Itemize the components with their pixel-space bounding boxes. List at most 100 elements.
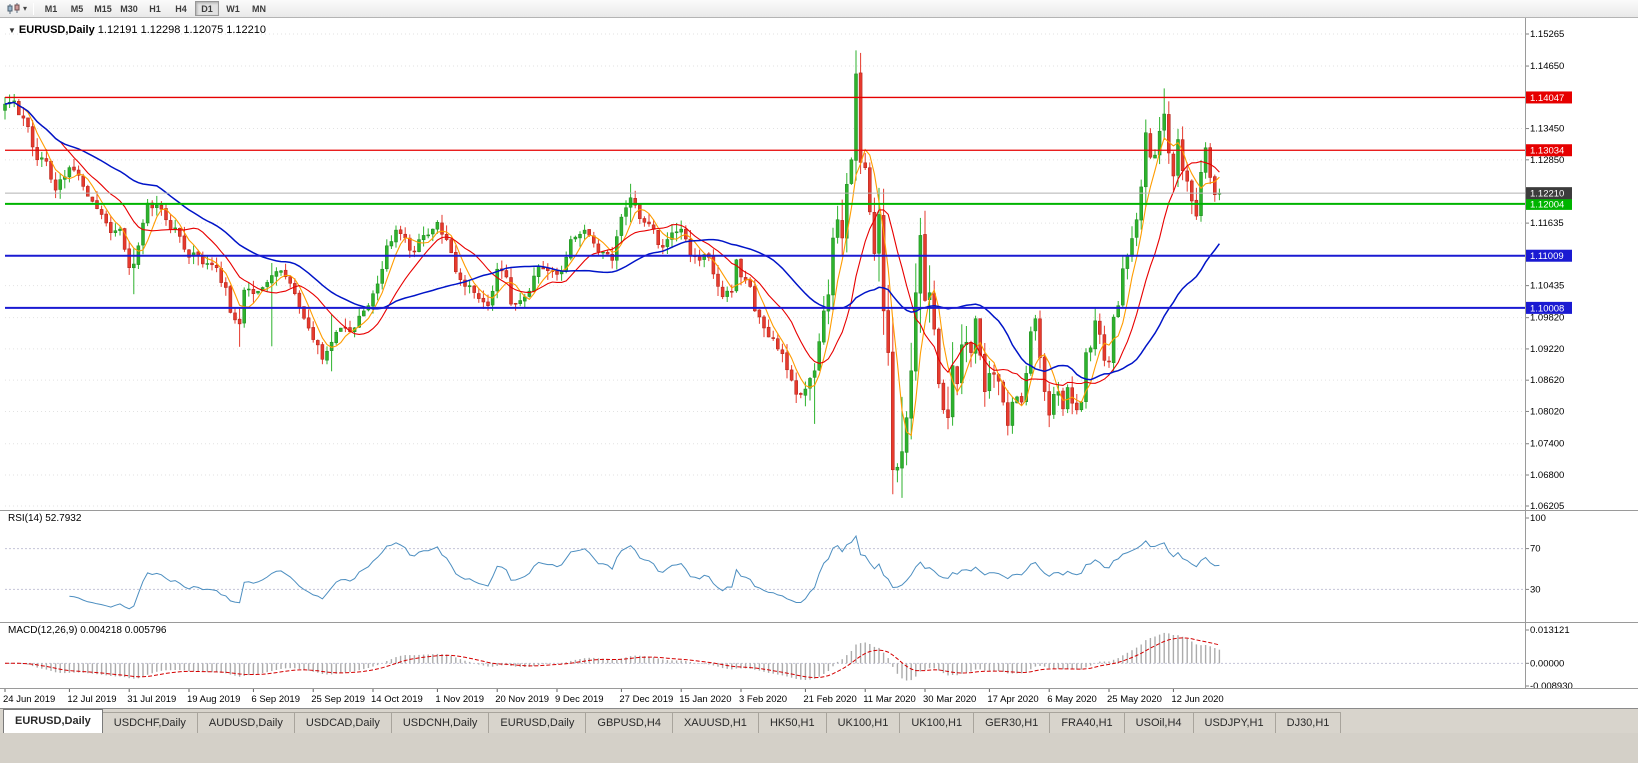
sma-13-line[interactable] (4, 101, 1220, 386)
candle-body (132, 263, 136, 269)
chart-type-tool[interactable]: ▾ (4, 1, 29, 17)
candle-body (1116, 305, 1120, 317)
x-axis-label: 11 Mar 2020 (863, 694, 916, 705)
price-scale[interactable]: 1.15265 1.14650 1.13450 1.12850 1.11635 1.104… (1525, 29, 1572, 512)
sma-34-line[interactable] (4, 101, 1221, 381)
candle-body (513, 303, 518, 305)
y-axis-label: 1.12850 (1530, 155, 1564, 166)
candle-body (799, 393, 803, 395)
macd-signal-line (5, 637, 1220, 679)
candle-body (573, 236, 578, 240)
candle-body (40, 157, 44, 160)
chart-tab-uk100-h1[interactable]: UK100,H1 (825, 712, 901, 733)
candle-body (178, 228, 182, 237)
candle-body (214, 265, 219, 268)
candle-body (380, 268, 384, 284)
candle-body (638, 204, 642, 219)
candle-body (3, 103, 7, 111)
candle-body (1157, 130, 1162, 156)
x-axis-label: 3 Feb 2020 (739, 694, 787, 705)
candle-body (656, 230, 660, 245)
chart-tab-audusd-daily[interactable]: AUDUSD,Daily (196, 712, 295, 733)
candle-body (950, 365, 955, 418)
chart-canvas[interactable]: 1.15265 1.14650 1.13450 1.12850 1.11635 1.104… (0, 0, 1638, 708)
candle-body (440, 222, 444, 235)
candle-body (417, 239, 421, 252)
candle-body (1047, 391, 1051, 416)
candle-body (808, 378, 812, 389)
candle-body (891, 351, 895, 471)
macd-scale-label: -0.008930 (1530, 681, 1573, 692)
chart-tab-usoil-h4[interactable]: USOil,H4 (1123, 712, 1194, 733)
price-badge-label: 1.11009 (1530, 251, 1564, 262)
macd-panel[interactable]: 0.013121 0.00000 -0.008930 (4, 625, 1573, 692)
candle-body (619, 216, 624, 236)
candle-body (311, 327, 315, 340)
candle-body (1102, 334, 1107, 361)
chart-tab-usdcnh-daily[interactable]: USDCNH,Daily (390, 712, 490, 733)
chart-tab-xauusd-h1[interactable]: XAUUSD,H1 (671, 712, 759, 733)
candle-body (849, 159, 854, 184)
chart-symbol-period: EURUSD,Daily (18, 24, 95, 36)
support-resistance-lines (5, 96, 1525, 309)
candle-body (1065, 387, 1070, 410)
chart-tab-uk100-h1[interactable]: UK100,H1 (899, 712, 975, 733)
candle-body (99, 209, 104, 215)
chart-ohlc-values: 1.12191 1.12298 1.12075 1.12210 (97, 24, 266, 36)
candle-body (886, 310, 890, 353)
timeframe-button-mn[interactable]: MN (252, 4, 267, 14)
x-axis-label: 17 Apr 2020 (987, 694, 1038, 705)
candle-body (86, 186, 90, 197)
caret-down-icon: ▾ (23, 4, 28, 13)
candle-body (587, 229, 591, 236)
candle-body (141, 222, 145, 246)
sma-5-line[interactable] (4, 101, 1220, 437)
x-axis-label: 25 Sep 2019 (311, 694, 365, 705)
candle-body (362, 310, 366, 317)
time-scale[interactable]: 24 Jun 2019 12 Jul 2019 31 Jul 2019 19 Aug … (3, 689, 1224, 705)
timeframe-button-d1[interactable]: D1 (195, 1, 220, 16)
candle-body (486, 301, 490, 306)
chart-tab-dj30-h1[interactable]: DJ30,H1 (1274, 712, 1342, 733)
timeframe-button-m1[interactable]: M1 (44, 4, 58, 14)
chart-tab-eurusd-daily[interactable]: EURUSD,Daily (3, 709, 103, 733)
timeframe-button-h4[interactable]: H4 (175, 4, 187, 14)
candle-body (265, 282, 269, 287)
chart-tab-eurusd-daily[interactable]: EURUSD,Daily (488, 712, 587, 733)
chart-tab-gbpusd-h4[interactable]: GBPUSD,H4 (585, 712, 673, 733)
candle-body (605, 251, 610, 255)
collapse-icon[interactable]: ▼ (8, 26, 16, 35)
candle-body (1121, 268, 1125, 306)
chart-tab-ger30-h1[interactable]: GER30,H1 (973, 712, 1051, 733)
chart-tab-fra40-h1[interactable]: FRA40,H1 (1049, 712, 1125, 733)
candle-body (955, 366, 959, 385)
candle-body (909, 370, 913, 419)
candle-body (771, 337, 775, 339)
candle-body (1148, 133, 1153, 158)
candle-body (17, 101, 21, 116)
chart-tab-hk50-h1[interactable]: HK50,H1 (757, 712, 827, 733)
timeframe-button-m5[interactable]: M5 (70, 4, 84, 14)
candle-body (1079, 401, 1084, 411)
candle-body (987, 373, 992, 392)
candle-body (647, 221, 651, 225)
timeframe-button-w1[interactable]: W1 (226, 4, 240, 14)
candle-body (237, 318, 242, 325)
candle-body (1075, 402, 1079, 411)
timeframe-button-m15[interactable]: M15 (94, 4, 112, 14)
candle-body (628, 197, 633, 208)
candle-body (877, 214, 881, 254)
timeframe-button-h1[interactable]: H1 (149, 4, 161, 14)
chart-tab-usdcad-daily[interactable]: USDCAD,Daily (293, 712, 392, 733)
timeframe-button-m30[interactable]: M30 (120, 4, 138, 14)
chart-tab-usdjpy-h1[interactable]: USDJPY,H1 (1192, 712, 1276, 733)
candle-body (283, 269, 288, 278)
candle-body (679, 228, 683, 233)
candle-body (201, 256, 205, 265)
candle-body (1190, 180, 1194, 202)
candle-body (421, 235, 426, 241)
rsi-panel[interactable]: 100 70 30 (5, 513, 1546, 610)
x-axis-label: 20 Nov 2019 (495, 694, 549, 705)
chart-tab-usdchf-daily[interactable]: USDCHF,Daily (101, 712, 198, 733)
